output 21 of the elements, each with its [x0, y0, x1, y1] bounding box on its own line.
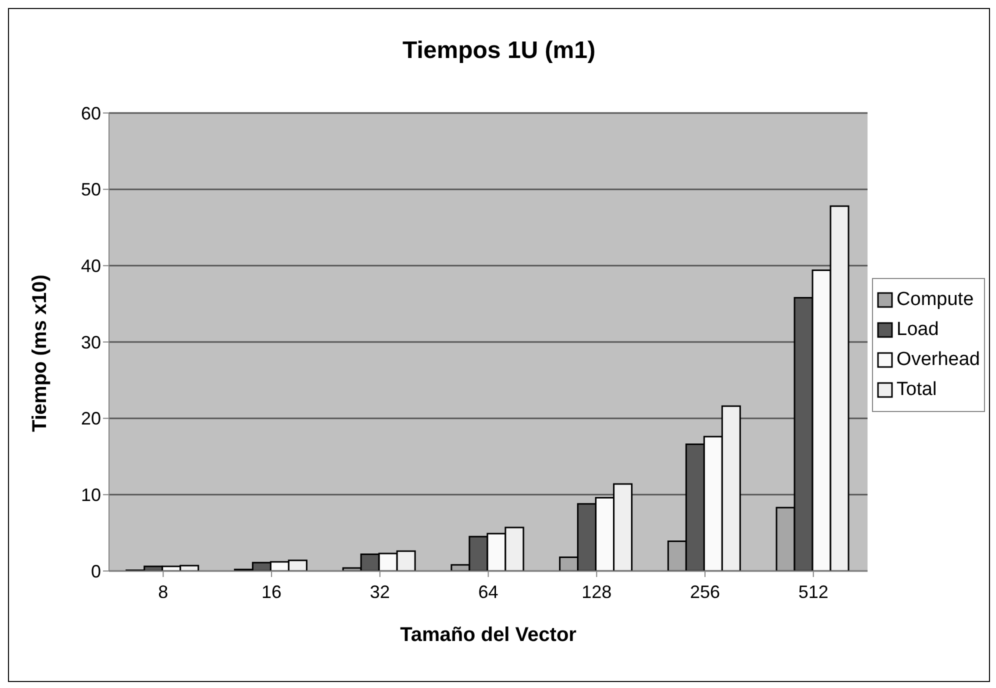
x-tick-label: 512	[798, 582, 828, 602]
chart-title: Tiempos 1U (m1)	[402, 37, 596, 65]
x-tick-label: 32	[370, 582, 390, 602]
x-tick-label: 256	[690, 582, 720, 602]
y-tick-label: 40	[80, 256, 101, 276]
y-tick-label: 60	[80, 103, 101, 124]
y-tick-label: 50	[80, 180, 101, 200]
x-tick-label: 128	[582, 582, 612, 602]
y-tick-label: 30	[80, 332, 101, 352]
legend-label: Compute	[896, 288, 974, 312]
y-tick-label: 10	[80, 485, 101, 506]
y-axis-title: Tiempo (ms x10)	[29, 274, 52, 432]
x-tick-label: 16	[262, 582, 282, 602]
legend-label: Overhead	[896, 348, 980, 372]
x-axis-title: Tamaño del Vector	[400, 624, 577, 646]
legend-label: Load	[896, 318, 939, 342]
x-tick-label: 8	[158, 582, 168, 602]
y-tick-label: 20	[80, 408, 101, 429]
legend-label: Total	[896, 378, 937, 402]
x-tick-label: 64	[478, 582, 498, 602]
y-tick-label: 0	[90, 561, 101, 582]
